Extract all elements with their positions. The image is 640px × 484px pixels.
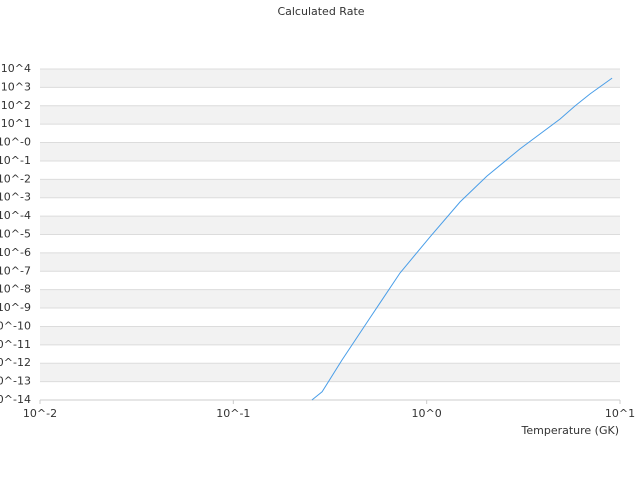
y-tick-label: 10^-11 xyxy=(0,338,31,351)
grid-band xyxy=(40,216,620,235)
grid-band xyxy=(40,289,620,309)
y-tick-label: 10^-8 xyxy=(0,283,31,296)
grid-band xyxy=(40,142,620,161)
grid xyxy=(40,68,620,401)
y-tick-label: 10^1 xyxy=(1,117,31,130)
x-axis-label: Temperature (GK) xyxy=(521,424,620,437)
y-tick-label: 10^-12 xyxy=(0,356,31,369)
y-tick-label: 10^-2 xyxy=(0,172,31,185)
x-tick-label: 10^0 xyxy=(412,407,442,420)
grid-band xyxy=(40,69,620,88)
grid-band xyxy=(40,252,620,272)
x-tick-label: 10^-1 xyxy=(216,407,250,420)
y-tick-label: 10^2 xyxy=(1,99,31,112)
y-tick-label: 10^-10 xyxy=(0,319,31,332)
x-tick-label: 10^-2 xyxy=(23,407,57,420)
y-tick-label: 10^-6 xyxy=(0,246,31,259)
y-tick-label: 10^-3 xyxy=(0,191,31,204)
grid-band xyxy=(40,326,620,345)
y-tick-label: 10^-4 xyxy=(0,209,31,222)
y-tick-label: 10^-1 xyxy=(0,154,31,167)
grid-band xyxy=(40,179,620,198)
y-tick-label: 10^-5 xyxy=(0,228,31,241)
grid-band xyxy=(40,105,620,125)
y-tick-label: 10^-9 xyxy=(0,301,31,314)
data-line xyxy=(311,77,613,401)
y-tick-label: 10^-0 xyxy=(0,136,31,149)
y-tick-label: 10^3 xyxy=(1,80,31,93)
y-tick-label: 10^4 xyxy=(1,62,31,75)
y-tick-label: 10^-7 xyxy=(0,264,31,277)
y-tick-label: 10^-14 xyxy=(0,393,31,406)
chart-title: Calculated Rate xyxy=(277,5,364,18)
y-tick-label: 10^-13 xyxy=(0,375,31,388)
x-tick-label: 10^1 xyxy=(605,407,635,420)
grid-band xyxy=(40,363,620,382)
